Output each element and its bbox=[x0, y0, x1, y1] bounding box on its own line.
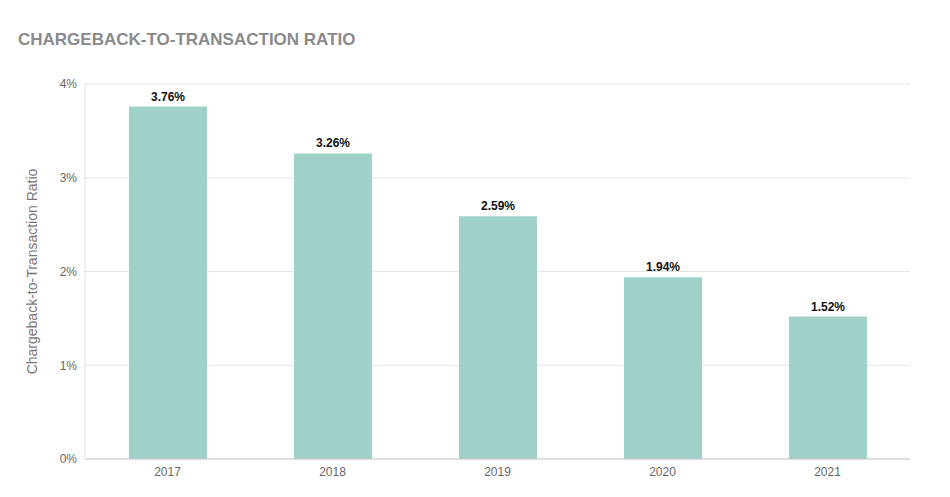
svg-text:2019: 2019 bbox=[484, 465, 511, 479]
svg-text:3.26%: 3.26% bbox=[316, 136, 350, 150]
svg-text:3%: 3% bbox=[60, 171, 78, 185]
svg-text:3.76%: 3.76% bbox=[151, 90, 185, 104]
svg-text:0%: 0% bbox=[60, 452, 78, 466]
svg-text:2018: 2018 bbox=[319, 465, 346, 479]
html-text:CHARGEBACK-TO-TRANSACTION RATI: CHARGEBACK-TO-TRANSACTION RATIO bbox=[18, 30, 356, 49]
svg-text:2017: 2017 bbox=[154, 465, 181, 479]
svg-text:2.59%: 2.59% bbox=[481, 199, 515, 213]
svg-text:2%: 2% bbox=[60, 265, 78, 279]
svg-text:2020: 2020 bbox=[649, 465, 676, 479]
svg-text:Chargeback-to-Transaction Rati: Chargeback-to-Transaction Ratio bbox=[24, 168, 40, 374]
svg-text:1.52%: 1.52% bbox=[811, 300, 845, 314]
svg-text:1%: 1% bbox=[60, 359, 78, 373]
svg-text:4%: 4% bbox=[60, 77, 78, 91]
svg-text:1.94%: 1.94% bbox=[646, 260, 680, 274]
svg-text:2021: 2021 bbox=[814, 465, 841, 479]
